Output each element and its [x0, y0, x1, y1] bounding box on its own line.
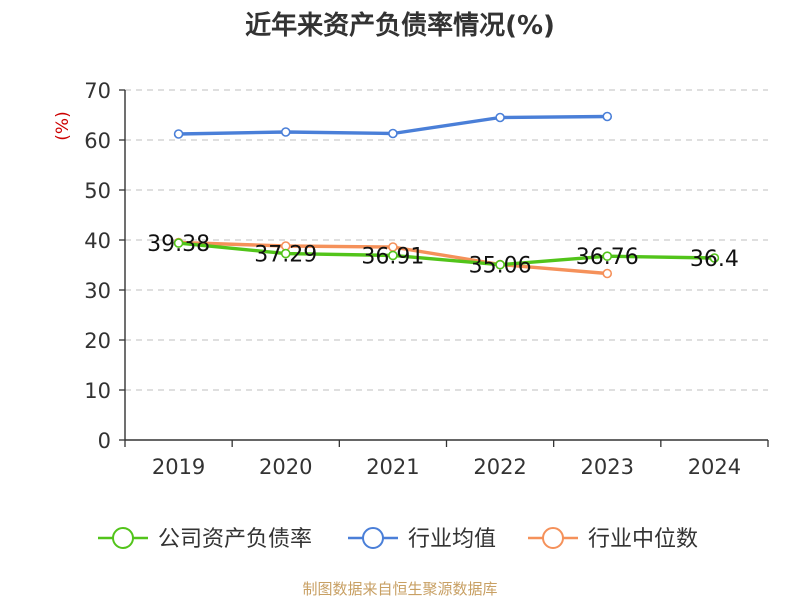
- grid-lines: [125, 89, 768, 391]
- legend-marker: [112, 527, 134, 549]
- legend-marker: [362, 527, 384, 549]
- source-note: 制图数据来自恒生聚源数据库: [302, 580, 497, 598]
- y-tick-label: 30: [84, 279, 111, 303]
- y-tick-label: 20: [84, 329, 111, 353]
- y-tick-label: 10: [84, 379, 111, 403]
- data-point: [602, 268, 613, 279]
- data-point: [173, 129, 184, 139]
- data-point: [602, 111, 613, 122]
- data-point: [388, 128, 398, 139]
- x-tick-label: 2020: [259, 455, 312, 479]
- series-lines: [173, 111, 720, 279]
- y-tick-label: 40: [84, 229, 111, 253]
- data-label: 37.29: [254, 243, 317, 268]
- legend-marker: [542, 527, 564, 549]
- legend-label: 公司资产负债率: [158, 527, 312, 552]
- y-tick-label: 70: [84, 79, 111, 103]
- x-tick-label: 2021: [366, 455, 419, 479]
- data-point: [280, 127, 291, 137]
- legend: 公司资产负债率 行业均值 行业中位数: [98, 527, 698, 552]
- data-labels: 39.38 37.29 36.91 35.06 36.76 36.4: [147, 232, 739, 279]
- series-line: [178, 241, 715, 267]
- data-label: 35.06: [469, 254, 532, 279]
- y-tick-label: 60: [84, 129, 111, 153]
- chart-title: 近年来资产负债率情况(%): [245, 10, 555, 41]
- y-tick-label: 0: [98, 429, 111, 453]
- x-tick-label: 2022: [473, 455, 526, 479]
- data-point: [495, 112, 505, 123]
- x-tick-label: 2023: [581, 455, 634, 479]
- y-axis-label: (%): [53, 111, 73, 140]
- data-point: [709, 253, 720, 263]
- x-tick-label: 2024: [688, 455, 741, 479]
- data-label: 36.91: [361, 244, 424, 269]
- data-label: 36.4: [690, 247, 739, 272]
- axes: 0 10 20 30 40 50 60 70 2019 2020 2021 2022 2023 2024: [84, 79, 769, 479]
- x-tick-label: 2019: [152, 455, 205, 479]
- data-point: [388, 250, 398, 261]
- y-tick-label: 50: [84, 179, 111, 203]
- data-label: 39.38: [147, 232, 210, 257]
- legend-label: 行业均值: [408, 527, 496, 552]
- legend-label: 行业中位数: [588, 527, 698, 552]
- data-point: [602, 251, 613, 262]
- data-point: [280, 248, 291, 259]
- data-point: [495, 259, 505, 270]
- data-point: [173, 238, 184, 248]
- data-label: 36.76: [576, 245, 639, 270]
